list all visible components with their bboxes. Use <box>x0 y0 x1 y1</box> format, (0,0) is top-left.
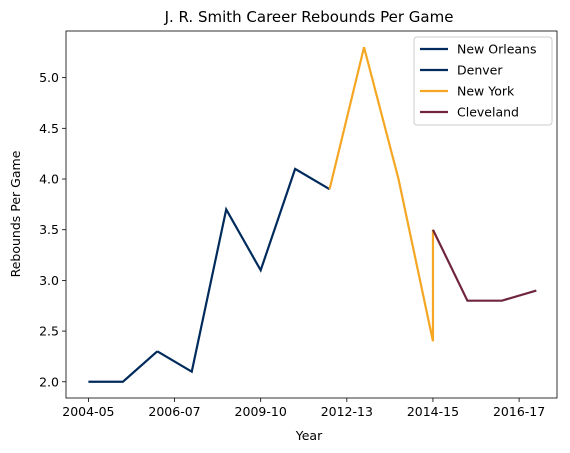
y-tick-label-0: 2.0 <box>39 374 59 389</box>
y-tick-label-4: 4.0 <box>39 172 59 187</box>
legend-label-3: Cleveland <box>457 105 519 120</box>
plot-area-frame <box>65 30 558 399</box>
x-axis: 2004-05 2006-07 2009-10 2012-13 2014-15 2016-… <box>62 398 545 419</box>
series-line-0 <box>88 350 159 383</box>
y-tick-label-3: 3.5 <box>39 222 59 237</box>
series-layer <box>88 46 537 383</box>
y-tick-label-5: 4.5 <box>39 121 59 136</box>
legend-frame <box>413 36 553 126</box>
x-tick-label-0: 2004-05 <box>62 404 114 419</box>
legend-label-0: New Orleans <box>457 42 536 57</box>
y-tick-label-6: 5.0 <box>39 70 59 85</box>
legend-label-1: Denver <box>457 63 503 78</box>
x-tick-label-4: 2014-15 <box>407 404 459 419</box>
y-tick-label-2: 3.0 <box>39 273 59 288</box>
y-axis: 2.0 2.5 3.0 3.5 4.0 4.5 5.0 <box>39 70 66 389</box>
y-tick-label-1: 2.5 <box>39 324 59 339</box>
x-axis-title: Year <box>295 428 323 443</box>
legend: New Orleans Denver New York Cleveland <box>413 36 553 126</box>
x-tick-label-2: 2009-10 <box>235 404 287 419</box>
series-line-3 <box>431 229 537 302</box>
chart-title: J. R. Smith Career Rebounds Per Game <box>164 8 454 26</box>
y-axis-title: Rebounds Per Game <box>8 150 23 277</box>
x-tick-label-3: 2012-13 <box>321 404 373 419</box>
legend-label-2: New York <box>457 84 515 99</box>
series-line-1 <box>156 167 331 374</box>
x-tick-label-1: 2006-07 <box>148 404 200 419</box>
x-tick-label-5: 2016-17 <box>493 404 545 419</box>
series-line-2 <box>328 46 435 342</box>
